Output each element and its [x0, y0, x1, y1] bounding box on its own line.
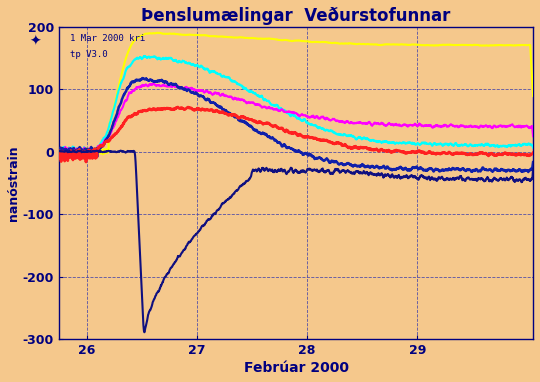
Y-axis label: nanóstrain: nanóstrain	[7, 145, 20, 220]
Text: 1 Mar 2000 kri: 1 Mar 2000 kri	[70, 34, 145, 44]
X-axis label: Febrúar 2000: Febrúar 2000	[244, 361, 348, 375]
Text: ✦: ✦	[30, 34, 42, 49]
Text: tp V3.0: tp V3.0	[70, 50, 108, 59]
Title: Þenslumælingar  Veðurstofunnar: Þenslumælingar Veðurstofunnar	[141, 7, 451, 25]
